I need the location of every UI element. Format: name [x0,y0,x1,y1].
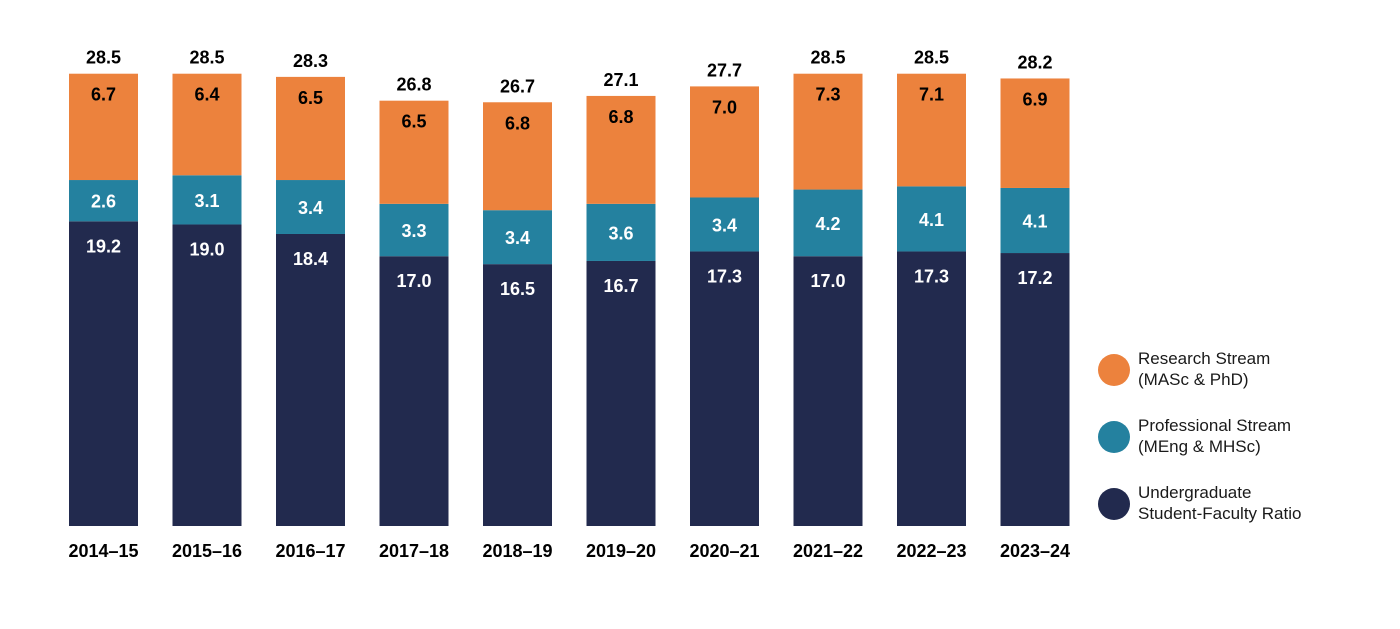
data-label-undergraduate-2: 18.4 [293,249,328,269]
total-label-0: 28.5 [86,48,121,68]
category-label-5: 2019–20 [586,541,656,561]
bar-segment-research-1 [172,73,242,176]
data-label-undergraduate-1: 19.0 [189,239,224,259]
bar-segment-undergraduate-7 [793,256,863,526]
bar-segment-undergraduate-1 [172,224,242,526]
bar-segment-research-2 [276,76,345,181]
data-label-professional-6: 3.4 [712,215,737,235]
bar-segment-professional-0 [69,180,138,222]
legend-item-undergraduate: Undergraduate Student-Faculty Ratio [1098,482,1388,524]
total-label-4: 26.7 [500,76,535,96]
data-label-undergraduate-8: 17.3 [914,266,949,286]
bar-segment-undergraduate-8 [897,251,966,526]
category-label-4: 2018–19 [482,541,552,561]
category-label-7: 2021–22 [793,541,863,561]
data-label-professional-8: 4.1 [919,210,944,230]
data-label-research-1: 6.4 [194,85,219,105]
data-label-professional-3: 3.3 [401,221,426,241]
bar-segment-undergraduate-6 [690,251,759,526]
data-label-undergraduate-0: 19.2 [86,236,121,256]
data-label-research-8: 7.1 [919,85,944,105]
data-label-professional-2: 3.4 [298,198,323,218]
bar-segment-research-5 [586,95,656,204]
bar-segment-professional-8 [897,186,966,252]
total-label-9: 28.2 [1017,52,1052,72]
data-label-undergraduate-7: 17.0 [810,271,845,291]
legend-label-undergraduate: Undergraduate Student-Faculty Ratio [1138,483,1302,523]
total-label-7: 28.5 [810,48,845,68]
category-label-6: 2020–21 [689,541,759,561]
total-label-2: 28.3 [293,51,328,71]
data-label-professional-0: 2.6 [91,192,116,212]
legend-item-research: Research Stream (MASc & PhD) [1098,348,1388,390]
bar-segment-professional-2 [276,180,345,234]
total-label-6: 27.7 [707,60,742,80]
bar-segment-undergraduate-5 [586,260,656,526]
bar-segment-research-7 [793,73,863,190]
category-label-9: 2023–24 [1000,541,1070,561]
category-label-2: 2016–17 [275,541,345,561]
bar-segment-professional-7 [793,189,863,257]
bar-segment-professional-3 [379,203,449,257]
bar-segment-professional-9 [1000,187,1070,254]
legend-swatch-research [1098,354,1130,386]
bar-segment-research-0 [69,73,138,181]
data-label-research-7: 7.3 [815,85,840,105]
bar-segment-research-8 [897,73,966,187]
total-label-1: 28.5 [189,48,224,68]
data-label-research-3: 6.5 [401,112,426,132]
total-label-5: 27.1 [603,70,638,90]
bar-segment-professional-5 [586,203,656,261]
legend-label-research: Research Stream (MASc & PhD) [1138,349,1271,389]
data-label-professional-5: 3.6 [608,223,633,243]
total-label-8: 28.5 [914,48,949,68]
bar-segment-research-9 [1000,78,1070,188]
data-label-research-5: 6.8 [608,107,633,127]
data-label-undergraduate-9: 17.2 [1017,268,1052,288]
category-label-1: 2015–16 [172,541,242,561]
data-label-professional-1: 3.1 [194,191,219,211]
legend-label-professional: Professional Stream (MEng & MHSc) [1138,416,1292,456]
category-label-0: 2014–15 [68,541,138,561]
bar-segment-undergraduate-0 [69,221,138,526]
category-label-8: 2022–23 [896,541,966,561]
data-label-professional-9: 4.1 [1022,212,1047,232]
data-label-research-6: 7.0 [712,97,737,117]
total-label-3: 26.8 [396,75,431,95]
bar-segment-professional-4 [483,210,552,265]
data-label-research-0: 6.7 [91,85,116,105]
bar-segment-research-3 [379,100,449,204]
bar-segment-research-4 [483,102,552,211]
legend-swatch-professional [1098,421,1130,453]
legend-item-professional: Professional Stream (MEng & MHSc) [1098,415,1388,457]
data-label-undergraduate-4: 16.5 [500,279,535,299]
category-label-3: 2017–18 [379,541,449,561]
data-label-professional-7: 4.2 [815,214,840,234]
legend-swatch-undergraduate [1098,488,1130,520]
data-label-research-2: 6.5 [298,88,323,108]
bar-segment-undergraduate-2 [276,233,345,526]
bar-segment-undergraduate-9 [1000,253,1070,526]
bar-segment-research-6 [690,86,759,198]
data-label-undergraduate-3: 17.0 [396,271,431,291]
data-label-research-9: 6.9 [1022,89,1047,109]
data-label-research-4: 6.8 [505,113,530,133]
data-label-undergraduate-6: 17.3 [707,266,742,286]
chart-legend: Research Stream (MASc & PhD) Professiona… [1098,348,1388,549]
bar-segment-undergraduate-4 [483,264,552,526]
bar-segment-professional-1 [172,175,242,225]
data-label-undergraduate-5: 16.7 [603,276,638,296]
bar-segment-professional-6 [690,197,759,252]
data-label-professional-4: 3.4 [505,228,530,248]
bar-segment-undergraduate-3 [379,256,449,526]
